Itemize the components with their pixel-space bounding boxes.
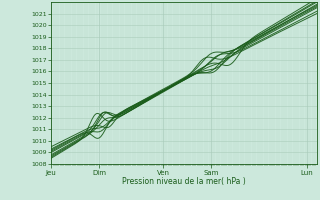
X-axis label: Pression niveau de la mer( hPa ): Pression niveau de la mer( hPa )	[122, 177, 246, 186]
